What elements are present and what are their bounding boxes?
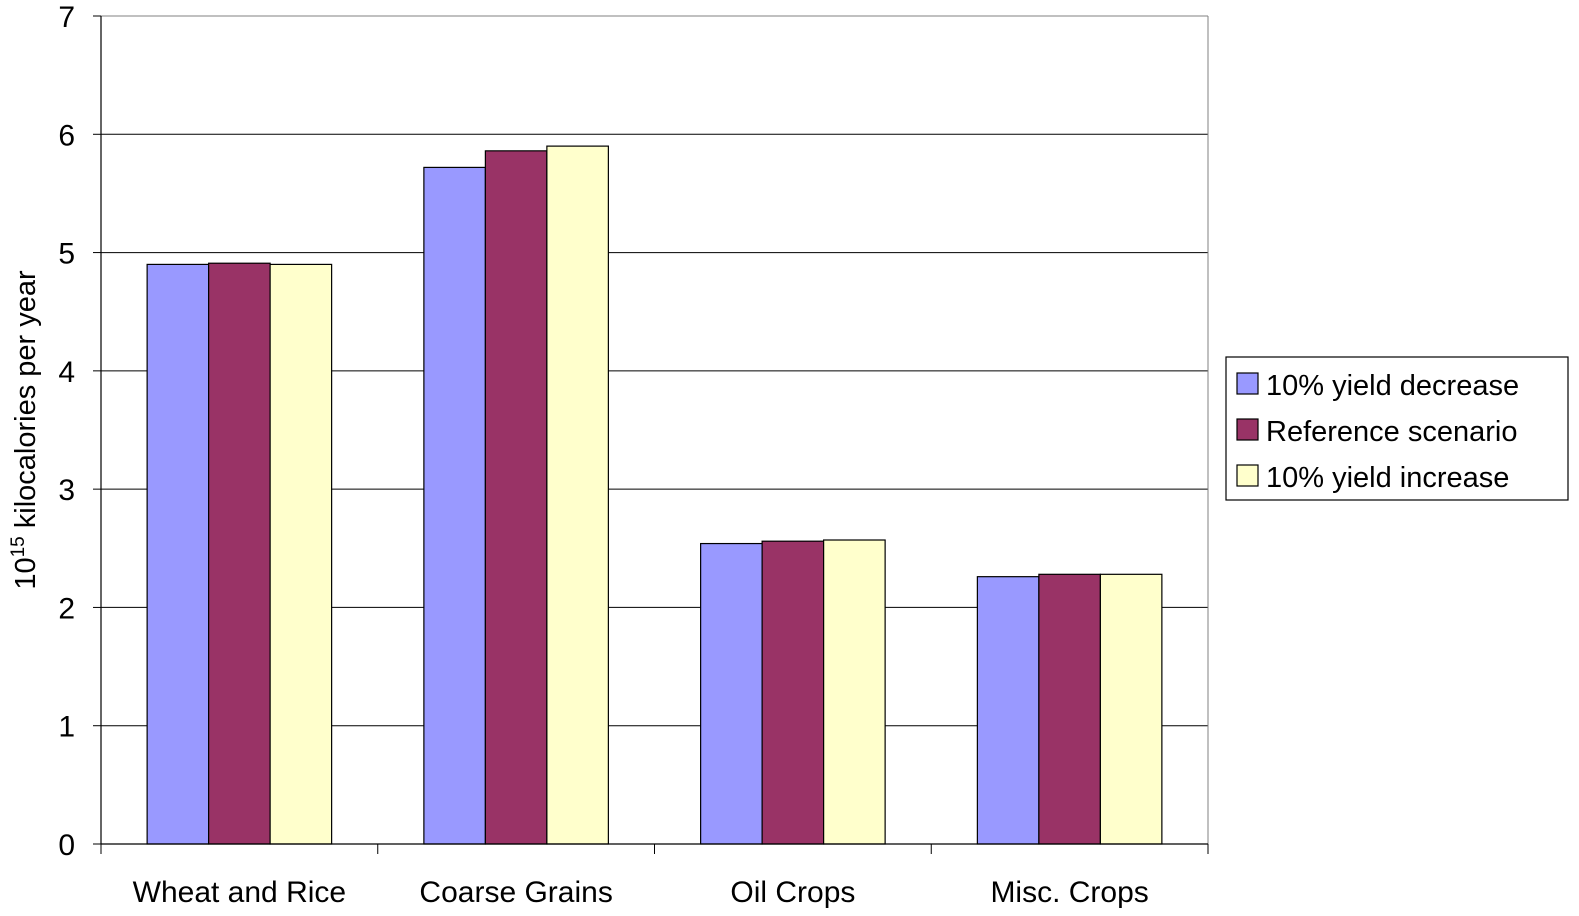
bar <box>423 166 486 845</box>
bar <box>269 263 333 845</box>
legend-swatch <box>1236 464 1259 487</box>
x-tick-label: Wheat and Rice <box>133 876 346 909</box>
y-tick-label: 3 <box>58 474 75 507</box>
y-tick-label: 2 <box>58 592 75 625</box>
bar <box>546 145 609 845</box>
bar <box>1038 573 1101 845</box>
x-tick-label: Oil Crops <box>730 876 855 909</box>
bar <box>700 542 763 845</box>
x-tick-labels: Wheat and Rice Coarse Grains Oil Crops Misc… <box>133 876 1149 909</box>
y-tick-label: 6 <box>58 119 75 152</box>
bar <box>1099 573 1163 845</box>
y-tick-label: 7 <box>58 1 75 34</box>
y-tick-label: 0 <box>58 829 75 862</box>
y-tick-labels: 0 1 2 3 4 5 6 7 <box>58 1 75 862</box>
bar <box>761 540 825 845</box>
legend-label: 10% yield decrease <box>1266 370 1519 402</box>
legend-swatch <box>1236 372 1259 395</box>
y-tick-label: 1 <box>58 711 75 744</box>
y-axis-label-base: 10 <box>10 557 42 589</box>
y-tick-label: 5 <box>58 238 75 271</box>
legend-label: 10% yield increase <box>1266 462 1509 494</box>
y-axis-label-rest: kilocalories per year <box>10 270 42 536</box>
legend-swatch <box>1236 418 1259 441</box>
bar <box>976 576 1040 845</box>
x-tick-label: Coarse Grains <box>419 876 612 909</box>
y-tick-label: 4 <box>58 356 75 389</box>
axes <box>93 15 1209 854</box>
y-axis-label: 1015 kilocalories per year <box>8 270 42 590</box>
bar <box>208 262 271 845</box>
legend: 10% yield decrease Reference scenario 10% … <box>1225 356 1569 501</box>
y-axis-label-exponent: 15 <box>8 536 29 557</box>
legend-label: Reference scenario <box>1266 416 1517 448</box>
legend-box <box>1225 356 1569 501</box>
x-tick-label: Misc. Crops <box>990 876 1148 909</box>
bars <box>146 145 1163 845</box>
bar <box>146 263 210 845</box>
bar <box>823 539 886 845</box>
bar <box>484 150 548 845</box>
